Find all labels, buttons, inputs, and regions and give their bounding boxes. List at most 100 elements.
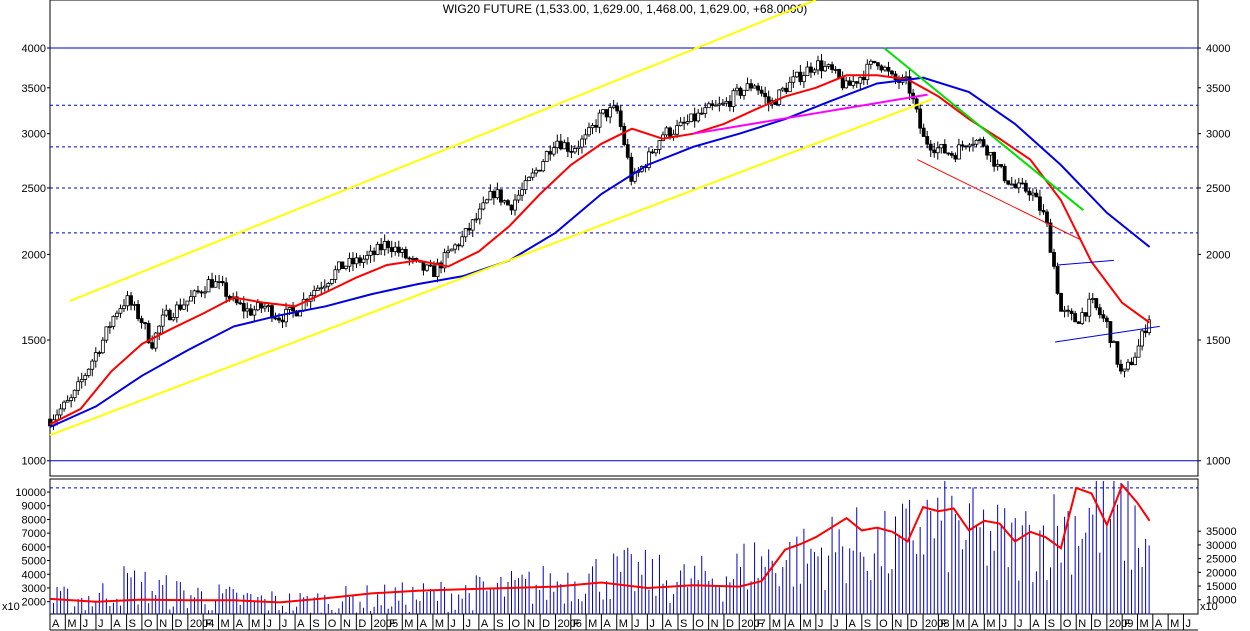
month-label: M: [772, 618, 781, 630]
candle-body: [79, 379, 84, 383]
candle-body: [527, 176, 532, 182]
candle-body: [104, 326, 109, 341]
candle-body: [706, 103, 711, 109]
volume-tick-label-right: 30000: [1206, 540, 1237, 552]
candle-body: [1052, 252, 1056, 267]
candle-body: [435, 262, 440, 278]
month-label: S: [680, 618, 687, 630]
candle-body: [953, 154, 958, 160]
month-label: J: [818, 618, 824, 630]
candle-body: [978, 139, 982, 142]
volume-tick-label-right: 35000: [1206, 526, 1237, 538]
candle-body: [565, 142, 570, 152]
candle-body: [1009, 183, 1014, 186]
candle-body: [171, 317, 176, 321]
month-label: J: [266, 618, 272, 630]
candle-body: [985, 145, 989, 156]
candle-body: [650, 151, 655, 154]
candle-body: [921, 127, 926, 137]
candle-body: [816, 60, 820, 71]
trend-line: [883, 47, 1084, 211]
candle-body: [615, 105, 620, 112]
candle-body: [491, 190, 496, 199]
candle-body: [1112, 341, 1116, 344]
candle-body: [248, 308, 253, 316]
candle-body: [470, 219, 475, 231]
candle-body: [396, 246, 401, 253]
candle-body: [939, 143, 944, 149]
candle-body: [358, 257, 362, 263]
price-tick-label-right: 2000: [1206, 249, 1230, 261]
candle-body: [745, 83, 750, 91]
candle-body: [421, 261, 426, 271]
volume-bar-series: [49, 481, 1150, 614]
candle-body: [192, 290, 197, 298]
candle-body: [499, 189, 503, 203]
candle-body: [801, 75, 806, 83]
candle-body: [280, 319, 285, 323]
candle-body: [509, 204, 514, 211]
month-label: J: [98, 618, 104, 630]
price-tick-label-left: 1500: [22, 335, 46, 347]
candle-body: [625, 144, 630, 158]
month-label: J: [282, 618, 288, 630]
candle-body: [925, 136, 930, 145]
candle-body: [699, 112, 704, 115]
candle-body: [629, 156, 634, 182]
trend-line: [69, 0, 817, 302]
candle-body: [354, 257, 359, 265]
candle-body: [847, 80, 852, 86]
candle-body: [1094, 298, 1099, 309]
candle-body: [453, 244, 458, 250]
month-label: M: [67, 618, 76, 630]
month-label: N: [711, 618, 719, 630]
candle-body: [601, 109, 605, 114]
candle-body: [129, 295, 133, 306]
month-label: M: [803, 618, 812, 630]
candle-body: [347, 257, 352, 267]
month-label: O: [512, 618, 521, 630]
month-label: N: [343, 618, 351, 630]
candle-body: [136, 304, 140, 320]
candle-body: [724, 100, 729, 104]
volume-tick-label-left: 5000: [22, 556, 46, 568]
month-label: A: [787, 618, 795, 630]
candle-body: [999, 164, 1004, 167]
candle-body: [167, 309, 172, 321]
volume-tick-label-right: 25000: [1206, 554, 1237, 566]
candle-body: [590, 125, 595, 129]
month-label: J: [634, 618, 640, 630]
candle-body: [217, 281, 221, 283]
candle-body: [854, 81, 859, 84]
candle-body: [153, 332, 158, 349]
candle-body: [1006, 180, 1011, 185]
chart-title: WIG20 FUTURE (1,533.00, 1,629.00, 1,468.…: [442, 2, 808, 16]
candle-body: [622, 126, 627, 145]
candle-body: [685, 121, 690, 124]
month-label: M: [404, 618, 413, 630]
candle-body: [1136, 345, 1141, 358]
candle-body: [516, 194, 521, 201]
candle-body: [879, 65, 884, 71]
price-panel-frame: [49, 0, 1199, 477]
candle-body: [988, 151, 993, 156]
candle-body: [675, 125, 679, 135]
candle-body: [1090, 298, 1095, 300]
candle-body: [957, 144, 961, 160]
candle-body: [199, 291, 204, 294]
moving-average-short-line: [49, 74, 1151, 426]
month-label: S: [312, 618, 319, 630]
trend-line: [49, 98, 933, 437]
month-label: D: [726, 618, 734, 630]
volume-tick-label-left: 9000: [22, 501, 46, 513]
candle-body: [558, 140, 563, 150]
candle-body: [375, 243, 380, 255]
candle-body: [942, 143, 947, 154]
month-label: M: [1170, 618, 1179, 630]
candle-body: [143, 322, 148, 325]
candle-body: [967, 144, 972, 148]
month-label: J: [833, 618, 839, 630]
month-label: F: [389, 618, 396, 630]
month-label: M: [619, 618, 628, 630]
candle-body: [971, 143, 975, 146]
